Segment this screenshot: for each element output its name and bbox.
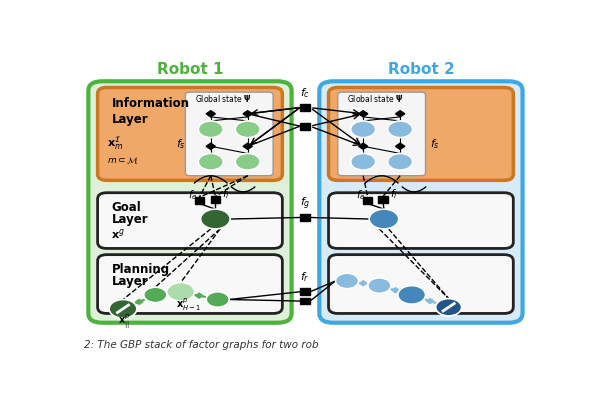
Circle shape <box>167 283 194 301</box>
Circle shape <box>368 278 391 294</box>
Bar <box>300 215 310 221</box>
Circle shape <box>235 122 260 138</box>
Text: $f_s$: $f_s$ <box>176 137 186 151</box>
Circle shape <box>109 300 137 318</box>
FancyBboxPatch shape <box>88 82 291 323</box>
FancyBboxPatch shape <box>319 82 523 323</box>
FancyBboxPatch shape <box>328 88 513 181</box>
Polygon shape <box>359 111 368 117</box>
FancyBboxPatch shape <box>185 93 273 176</box>
Text: $f_e$: $f_e$ <box>356 188 366 202</box>
Circle shape <box>201 210 230 229</box>
Bar <box>300 105 310 112</box>
FancyBboxPatch shape <box>328 255 513 314</box>
Text: Robot 1: Robot 1 <box>157 62 224 77</box>
Polygon shape <box>392 288 399 293</box>
Polygon shape <box>243 144 252 150</box>
Polygon shape <box>427 299 434 304</box>
FancyBboxPatch shape <box>328 193 513 249</box>
Text: Information: Information <box>111 97 190 110</box>
Text: $f_i$: $f_i$ <box>390 187 398 201</box>
Circle shape <box>350 154 375 171</box>
Bar <box>300 289 310 296</box>
Text: $f_i$: $f_i$ <box>222 187 230 201</box>
FancyBboxPatch shape <box>98 88 283 181</box>
Text: $\mathbf{x}^{g}$: $\mathbf{x}^{g}$ <box>111 227 125 241</box>
Text: $\mathbf{x}_{m}^{\mathcal{I}}$: $\mathbf{x}_{m}^{\mathcal{I}}$ <box>107 135 123 152</box>
Polygon shape <box>164 291 172 296</box>
Text: $f_r$: $f_r$ <box>300 270 310 284</box>
Text: $f_g$: $f_g$ <box>300 195 311 211</box>
FancyBboxPatch shape <box>98 255 283 314</box>
Text: $f_c$: $f_c$ <box>300 86 311 100</box>
Polygon shape <box>359 144 368 150</box>
Circle shape <box>198 154 224 171</box>
Text: $\mathbf{x}_{||}^{p}$: $\mathbf{x}_{||}^{p}$ <box>119 312 131 330</box>
Circle shape <box>198 122 224 138</box>
Text: Layer: Layer <box>111 112 148 125</box>
FancyBboxPatch shape <box>98 193 283 249</box>
Polygon shape <box>206 111 215 117</box>
Polygon shape <box>396 144 405 150</box>
Polygon shape <box>359 281 367 286</box>
Circle shape <box>144 288 167 303</box>
Bar <box>300 124 310 130</box>
Text: Layer: Layer <box>111 213 148 226</box>
FancyBboxPatch shape <box>338 93 426 176</box>
Polygon shape <box>195 294 203 298</box>
Text: Planning: Planning <box>111 262 170 275</box>
Bar <box>194 198 204 204</box>
Text: $f_e$: $f_e$ <box>188 188 197 202</box>
Polygon shape <box>396 111 405 117</box>
Circle shape <box>398 286 426 304</box>
Circle shape <box>336 273 359 289</box>
Polygon shape <box>206 144 215 150</box>
Text: $m \subset \mathcal{M}$: $m \subset \mathcal{M}$ <box>107 154 139 165</box>
Polygon shape <box>243 111 252 117</box>
Circle shape <box>387 122 412 138</box>
Bar <box>378 197 387 203</box>
Circle shape <box>436 299 461 316</box>
Circle shape <box>235 154 260 171</box>
Circle shape <box>387 154 412 171</box>
Circle shape <box>369 210 399 229</box>
Polygon shape <box>135 300 143 304</box>
Text: 2: The GBP stack of factor graphs for two rob: 2: The GBP stack of factor graphs for tw… <box>83 340 318 350</box>
Text: Robot 2: Robot 2 <box>387 62 454 77</box>
Text: Goal: Goal <box>111 200 141 213</box>
Text: Layer: Layer <box>111 274 148 288</box>
Text: $\mathbf{x}_{H-1}^{p}$: $\mathbf{x}_{H-1}^{p}$ <box>176 296 201 312</box>
Bar <box>363 198 372 204</box>
Text: $f_s$: $f_s$ <box>430 137 440 151</box>
Bar <box>211 197 220 203</box>
Bar <box>300 298 310 305</box>
Circle shape <box>206 292 229 308</box>
Text: Global state $\mathbf{\Psi}$: Global state $\mathbf{\Psi}$ <box>194 93 251 104</box>
Text: Global state $\mathbf{\Psi}$: Global state $\mathbf{\Psi}$ <box>347 93 403 104</box>
Circle shape <box>350 122 375 138</box>
